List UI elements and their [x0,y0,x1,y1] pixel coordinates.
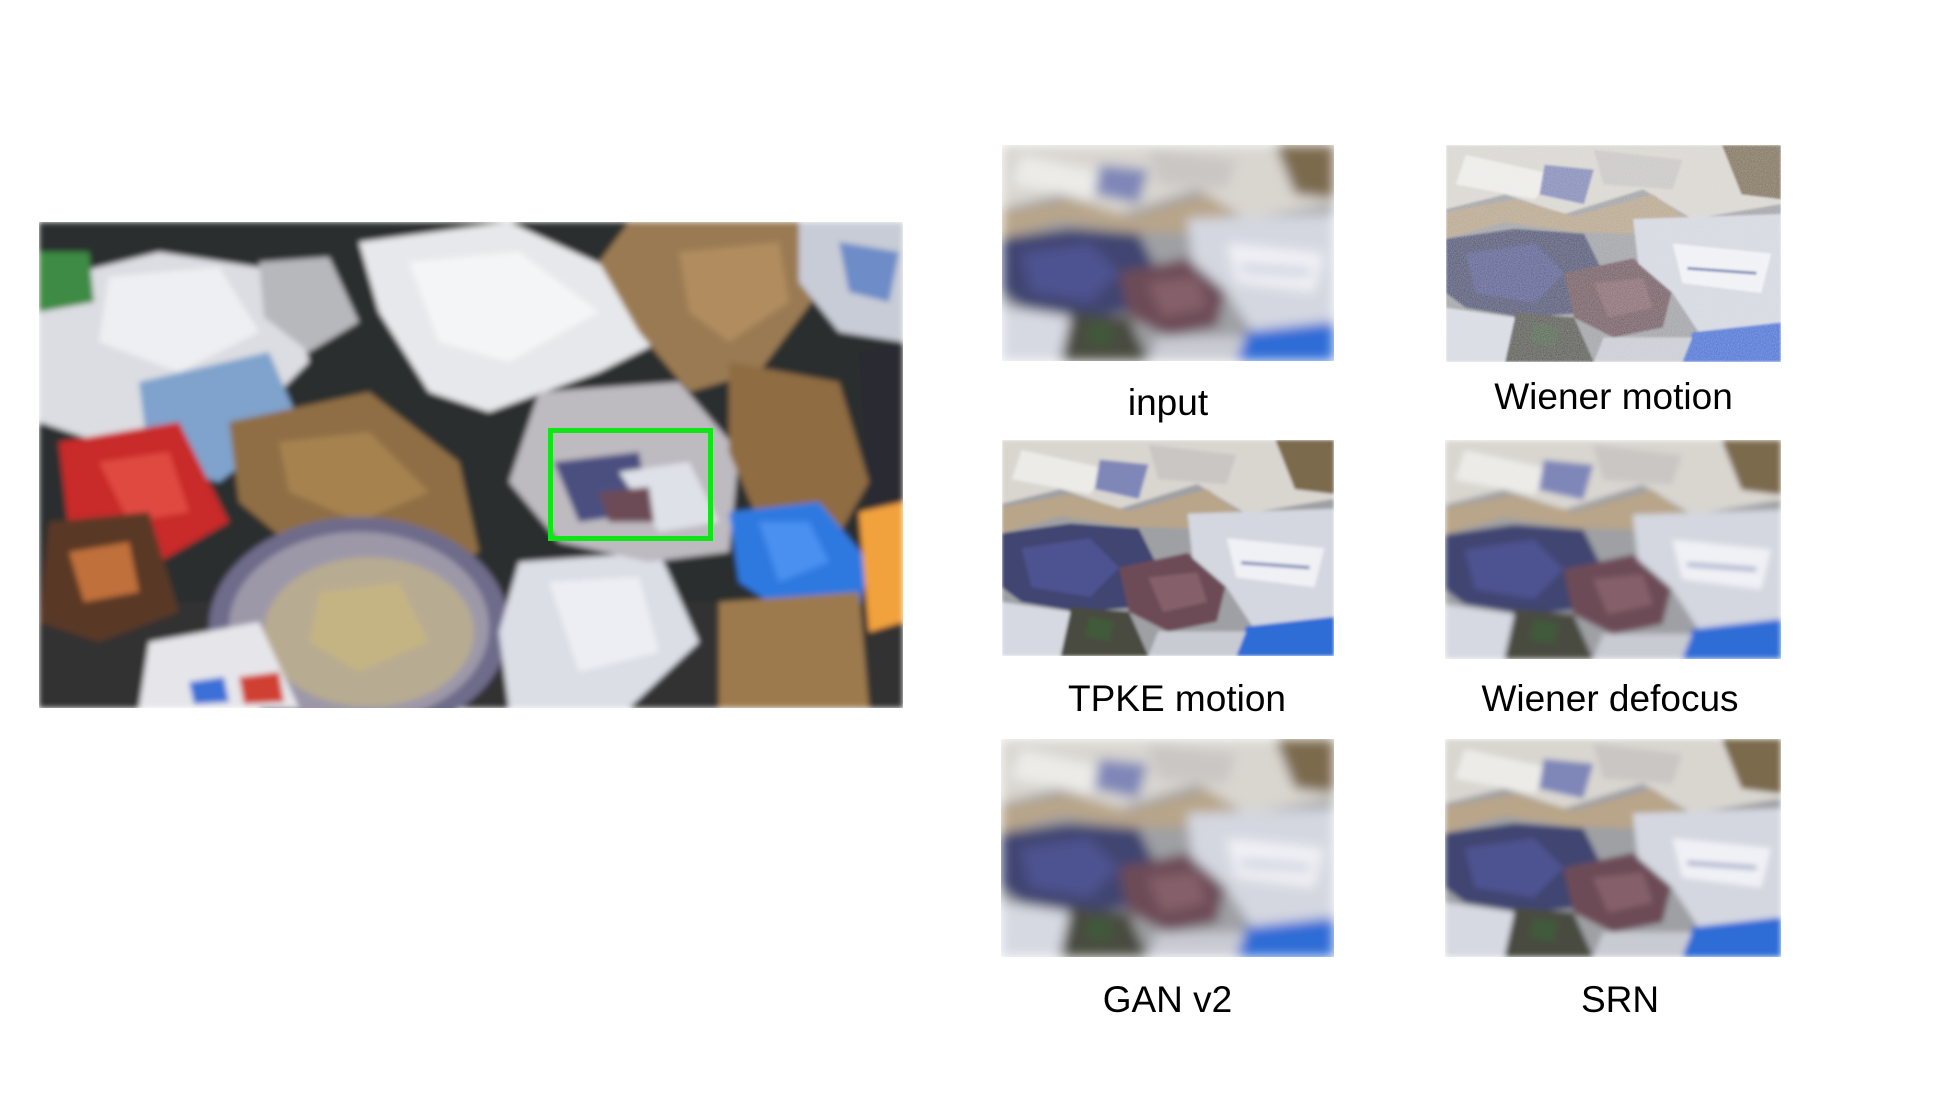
waste-scene-image [39,222,903,708]
panel-tpke-motion-image [1002,440,1334,656]
panel-caption-gan-v2: GAN v2 [1102,979,1233,1020]
panel-caption-input: input [1127,382,1209,423]
main-photo [39,222,903,708]
panel-caption-wiener-motion: Wiener motion [1494,376,1733,417]
panel-caption-wiener-defocus: Wiener defocus [1481,678,1739,719]
panel-caption-tpke-motion: TPKE motion [1068,678,1286,719]
panel-input-image [1002,145,1334,361]
panel-gan-v2-image [1001,739,1334,957]
panel-wiener-defocus-image [1445,440,1781,659]
region-of-interest-box [548,428,713,541]
panel-caption-srn: SRN [1580,979,1660,1020]
panel-wiener-motion-image [1446,145,1781,362]
panel-srn-image [1445,739,1781,957]
